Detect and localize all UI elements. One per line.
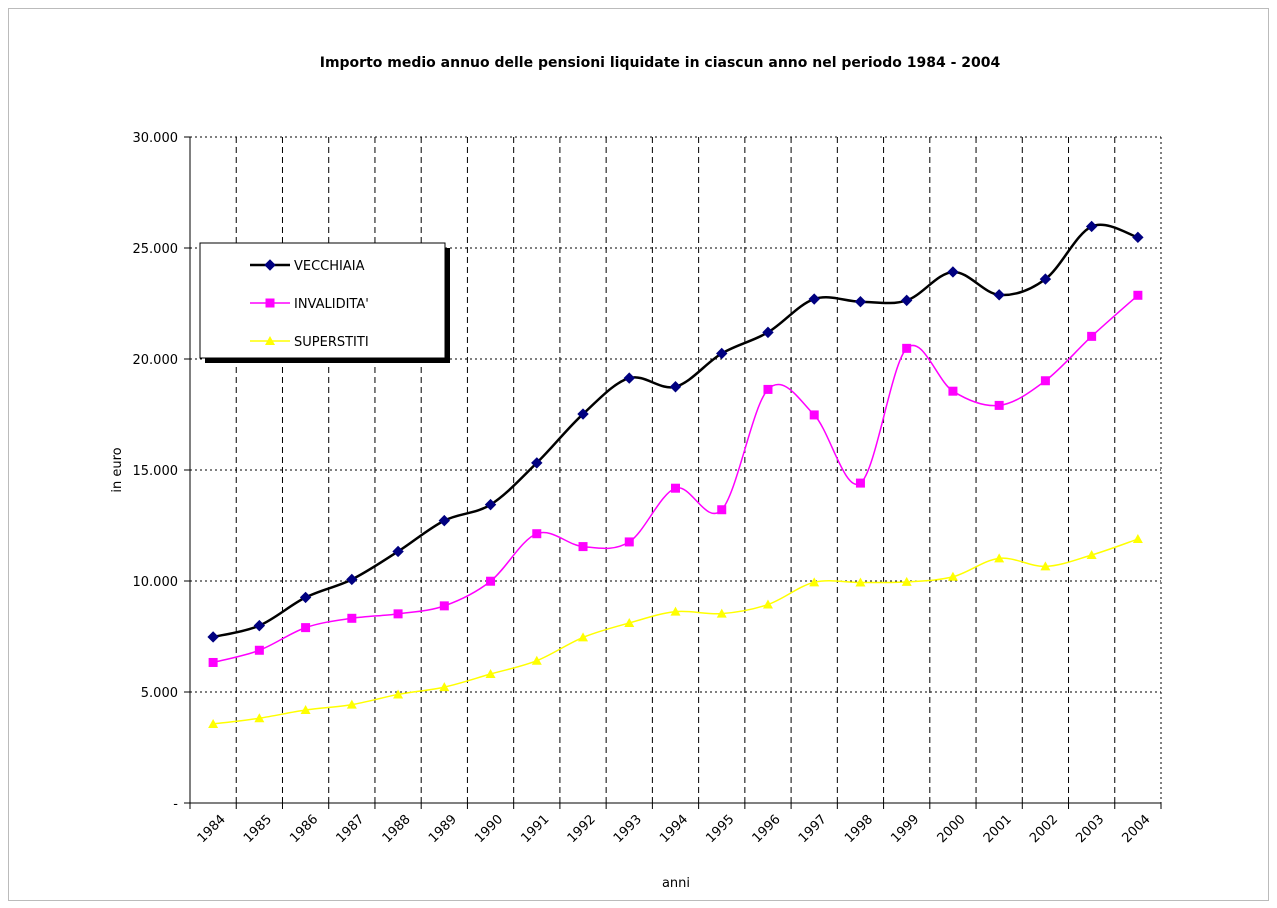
marker <box>578 542 588 552</box>
marker <box>670 606 681 616</box>
marker <box>484 498 497 511</box>
marker <box>439 601 449 611</box>
marker <box>301 623 311 633</box>
marker <box>993 289 1005 301</box>
legend-marker <box>265 298 275 308</box>
marker <box>346 573 358 586</box>
y-tick-label: 30.000 <box>133 131 179 146</box>
marker <box>947 571 958 581</box>
series-line <box>212 294 1139 664</box>
marker <box>809 577 820 587</box>
marker <box>347 613 357 623</box>
marker <box>717 505 727 515</box>
marker <box>947 266 959 278</box>
marker <box>485 669 496 679</box>
marker <box>346 699 357 709</box>
y-tick-label: 5.000 <box>141 686 178 701</box>
chart-title: Importo medio annuo delle pensioni liqui… <box>320 55 1001 71</box>
marker <box>393 609 403 619</box>
marker <box>623 372 635 384</box>
marker <box>855 478 865 488</box>
marker <box>299 591 312 604</box>
marker <box>854 296 867 308</box>
marker <box>532 529 542 539</box>
legend-label: VECCHIAIA <box>294 259 365 274</box>
marker <box>1132 231 1144 244</box>
y-axis-label: in euro <box>110 447 125 492</box>
marker <box>994 553 1005 563</box>
x-axis-label: anni <box>662 876 690 891</box>
marker <box>671 483 680 493</box>
marker <box>902 343 912 353</box>
legend-label: INVALIDITA' <box>294 297 369 312</box>
marker <box>438 514 451 527</box>
marker <box>1132 534 1143 544</box>
y-tick-label: 10.000 <box>133 575 179 590</box>
marker <box>253 619 266 632</box>
y-tick-label: - <box>173 797 178 812</box>
marker <box>578 632 589 642</box>
marker <box>392 545 404 558</box>
legend: VECCHIAIA INVALIDITA' SUPERSTITI <box>199 242 450 363</box>
y-tick-label: 25.000 <box>133 242 179 257</box>
marker <box>994 400 1004 410</box>
marker <box>716 608 727 618</box>
marker <box>531 457 543 469</box>
marker <box>1087 331 1097 341</box>
marker <box>901 576 912 586</box>
marker <box>1086 550 1097 560</box>
marker <box>1039 273 1052 285</box>
marker <box>1040 561 1051 571</box>
marker <box>808 293 820 305</box>
marker <box>1085 220 1098 233</box>
marker <box>207 631 219 643</box>
chart-frame <box>8 8 1269 901</box>
legend-label: SUPERSTITI <box>294 335 369 350</box>
marker <box>762 326 774 339</box>
y-tick-label: 15.000 <box>133 464 179 479</box>
marker <box>208 657 218 667</box>
marker <box>254 645 264 655</box>
marker <box>809 410 819 420</box>
marker <box>1133 290 1143 300</box>
marker <box>300 704 311 714</box>
legend-box <box>199 242 446 359</box>
marker <box>763 384 773 394</box>
marker <box>624 537 634 547</box>
y-tick-label: 20.000 <box>133 353 179 368</box>
marker <box>900 294 913 307</box>
marker <box>948 386 958 396</box>
marker <box>439 682 450 692</box>
marker <box>531 655 542 665</box>
marker <box>624 617 635 627</box>
marker <box>1040 376 1050 386</box>
legend-marker <box>264 259 276 271</box>
marker <box>208 718 219 728</box>
marker <box>486 576 496 586</box>
legend-marker <box>265 336 275 345</box>
marker <box>669 381 682 393</box>
marker <box>254 713 265 723</box>
marker <box>577 408 589 420</box>
marker <box>716 347 728 360</box>
marker <box>393 689 404 699</box>
marker <box>855 577 866 587</box>
marker <box>762 599 773 609</box>
